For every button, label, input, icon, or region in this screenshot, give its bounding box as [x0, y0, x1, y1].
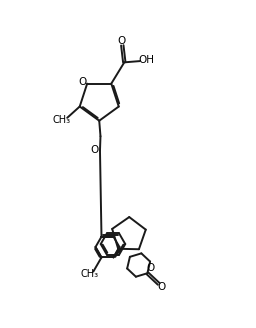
- Text: O: O: [117, 36, 125, 46]
- Text: O: O: [90, 145, 99, 155]
- Text: O: O: [79, 77, 87, 87]
- Text: CH₃: CH₃: [81, 269, 99, 279]
- Text: O: O: [146, 263, 154, 273]
- Text: CH₃: CH₃: [53, 115, 71, 125]
- Text: OH: OH: [139, 55, 155, 65]
- Text: O: O: [158, 282, 166, 292]
